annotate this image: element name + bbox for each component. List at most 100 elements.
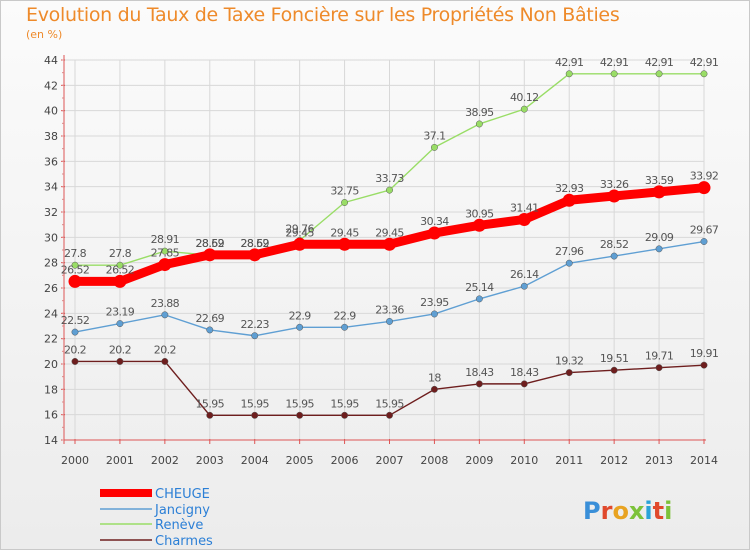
- data-label: 18.43: [465, 366, 494, 379]
- data-point: [521, 283, 527, 289]
- data-point: [521, 381, 527, 387]
- data-label: 30.34: [420, 215, 449, 228]
- data-label: 40.12: [510, 91, 539, 104]
- data-label: 20.2: [64, 343, 86, 356]
- y-tick-label: 18: [44, 383, 58, 396]
- data-point: [566, 71, 572, 77]
- data-label: 29.45: [375, 226, 404, 239]
- legend-label-jancigny: Jancigny: [154, 503, 210, 518]
- x-tick-label: 2002: [151, 454, 179, 467]
- data-point: [207, 412, 213, 418]
- legend-label-charmes: Charmes: [155, 534, 213, 549]
- data-point: [252, 333, 258, 339]
- data-label: 33.26: [600, 178, 629, 191]
- data-label: 15.95: [330, 397, 359, 410]
- data-label: 19.51: [600, 352, 629, 365]
- data-label: 19.71: [645, 350, 674, 363]
- data-point: [563, 194, 576, 207]
- x-tick-label: 2008: [420, 454, 448, 467]
- data-point: [207, 327, 213, 333]
- data-label: 28.59: [196, 237, 225, 250]
- data-point: [521, 106, 527, 112]
- data-label: 29.09: [645, 231, 674, 244]
- data-label: 22.9: [289, 309, 312, 322]
- data-point: [611, 71, 617, 77]
- data-label: 15.95: [375, 397, 404, 410]
- y-tick-label: 32: [44, 206, 58, 219]
- data-label: 22.52: [61, 314, 90, 327]
- y-tick-label: 20: [44, 358, 58, 371]
- x-tick-label: 2000: [61, 454, 89, 467]
- data-point: [476, 296, 482, 302]
- data-label: 30.95: [465, 207, 494, 220]
- data-point: [566, 260, 572, 266]
- data-point: [608, 190, 621, 203]
- data-label: 15.95: [240, 397, 269, 410]
- data-point: [656, 364, 662, 370]
- data-point: [383, 238, 396, 251]
- x-tick-label: 2001: [106, 454, 134, 467]
- data-point: [431, 144, 437, 150]
- data-point: [701, 71, 707, 77]
- data-label: 20.2: [154, 343, 176, 356]
- data-label: 42.91: [555, 56, 584, 69]
- data-label: 19.91: [690, 347, 719, 360]
- data-point: [248, 248, 261, 261]
- data-point: [293, 238, 306, 251]
- data-label: 26.52: [106, 263, 135, 276]
- data-point: [428, 227, 441, 240]
- data-point: [296, 324, 302, 330]
- legend: CHEUGEJancignyRenèveCharmes: [100, 487, 213, 549]
- data-point: [341, 412, 347, 418]
- data-label: 23.36: [375, 303, 404, 316]
- data-point: [117, 358, 123, 364]
- data-point: [518, 213, 531, 226]
- y-tick-label: 40: [44, 105, 58, 118]
- x-tick-label: 2011: [555, 454, 583, 467]
- y-tick-label: 26: [44, 282, 58, 295]
- data-label: 20.2: [109, 343, 131, 356]
- data-label: 26.14: [510, 268, 539, 281]
- proxiti-wordmark: Proxiti: [583, 497, 672, 525]
- data-point: [113, 275, 126, 288]
- data-label: 29.76: [285, 222, 314, 235]
- data-point: [431, 311, 437, 317]
- x-tick-label: 2012: [600, 454, 628, 467]
- data-point: [72, 358, 78, 364]
- data-point: [473, 219, 486, 232]
- data-point: [656, 246, 662, 252]
- y-tick-label: 38: [44, 130, 58, 143]
- y-tick-label: 16: [44, 409, 58, 422]
- y-tick-label: 42: [44, 79, 58, 92]
- data-label: 31.41: [510, 201, 539, 214]
- data-point: [338, 238, 351, 251]
- data-label: 29.45: [330, 226, 359, 239]
- y-tick-label: 36: [44, 155, 58, 168]
- data-point: [162, 312, 168, 318]
- data-label: 32.93: [555, 182, 584, 195]
- x-tick-label: 2010: [510, 454, 538, 467]
- data-label: 19.32: [555, 355, 584, 368]
- data-point: [566, 369, 572, 375]
- legend-label-renève: Renève: [155, 518, 203, 533]
- data-point: [476, 381, 482, 387]
- data-label: 18: [428, 371, 441, 384]
- data-label: 27.85: [151, 247, 180, 260]
- data-label: 37.1: [423, 129, 445, 142]
- data-point: [386, 187, 392, 193]
- x-tick-label: 2014: [690, 454, 718, 467]
- data-label: 33.59: [645, 174, 674, 187]
- data-label: 26.52: [61, 263, 90, 276]
- data-point: [653, 185, 666, 198]
- x-tick-label: 2007: [376, 454, 404, 467]
- data-label: 42.91: [645, 56, 674, 69]
- data-label: 32.75: [330, 185, 359, 198]
- data-label: 28.52: [600, 238, 629, 251]
- data-label: 23.95: [420, 296, 449, 309]
- data-point: [72, 329, 78, 335]
- data-label: 18.43: [510, 366, 539, 379]
- y-tick-label: 34: [44, 181, 58, 194]
- x-tick-label: 2004: [241, 454, 269, 467]
- y-tick-label: 22: [44, 333, 58, 346]
- data-point: [611, 253, 617, 259]
